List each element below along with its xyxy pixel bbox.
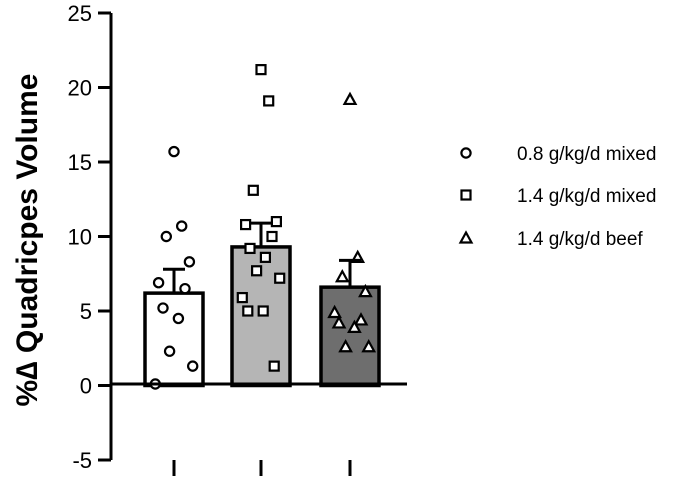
legend-marker [460,147,472,159]
data-point [242,305,254,317]
legend-label: 1.4 g/kg/d mixed [517,186,656,207]
data-point [263,95,275,107]
data-point [179,282,191,295]
y-tick-label: 15 [68,150,92,175]
data-point [347,319,362,333]
axes-layer [109,13,407,460]
y-tick-label: -5 [72,448,92,473]
legend-label: 1.4 g/kg/d beef [517,229,643,250]
data-point [358,283,373,298]
points-layer [149,64,377,390]
data-point [168,145,180,158]
y-tick-label: 0 [80,374,92,399]
data-point [270,216,282,228]
data-point [157,302,169,314]
data-point [175,220,188,232]
y-ticks: -5 0 5 10 15 20 25 [68,1,111,473]
y-tick-label: 10 [68,225,92,250]
data-point [183,256,196,268]
data-point [255,64,267,76]
data-point [338,338,353,353]
error-bars-layer [163,221,361,294]
y-tick-label: 25 [68,1,92,26]
data-point [353,312,369,326]
data-point [163,345,176,357]
data-point [331,315,347,329]
data-point [268,360,280,372]
data-point [244,242,256,255]
data-point [266,230,278,243]
legend: 0.8 g/kg/d mixed 1.4 g/kg/d mixed 1.4 g/kg… [458,144,656,250]
x-ticks [172,460,352,476]
bar [143,291,205,388]
legend-marker [460,189,472,201]
data-point [327,304,342,319]
data-point [257,305,269,317]
legend-marker [458,230,474,244]
legend-label: 0.8 g/kg/d mixed [517,144,656,165]
data-point [361,338,377,353]
data-point [247,184,259,196]
data-point [334,268,350,283]
data-point [172,312,185,325]
data-point [240,218,252,231]
data-point [152,276,165,289]
data-point [274,272,286,284]
bar [319,285,381,388]
y-tick-label: 5 [80,299,92,324]
y-tick-label: 20 [68,76,92,101]
data-point [342,91,358,106]
data-point [251,265,263,277]
y-axis-label: %∆ Quadricpes Volume [11,74,44,407]
data-point [259,251,271,263]
data-point [160,230,172,243]
data-point [236,291,248,304]
data-point [186,360,199,372]
